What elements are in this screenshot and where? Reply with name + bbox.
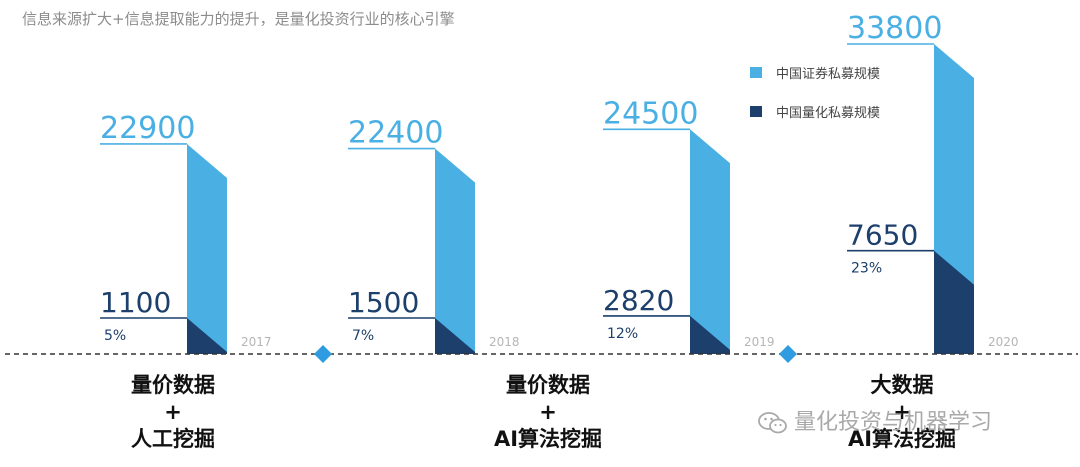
legend-label-securities: 中国证券私募规模 bbox=[776, 66, 880, 82]
timeline-marker-1 bbox=[314, 345, 332, 363]
year-label-2017: 2017 bbox=[241, 335, 272, 349]
stage-label-1: 量价数据 + 人工挖掘 bbox=[73, 372, 273, 453]
stage-2-line-2: + bbox=[539, 400, 557, 424]
stage-3-line-3: AI算法挖掘 bbox=[847, 427, 957, 451]
stage-label-2: 量价数据 + AI算法挖掘 bbox=[448, 372, 648, 453]
bar-securities-2018 bbox=[435, 148, 475, 354]
legend-swatch-securities bbox=[750, 67, 762, 78]
bar-quant-2018 bbox=[435, 318, 475, 354]
page-subtitle: 信息来源扩大+信息提取能力的提升，是量化投资行业的核心引擎 bbox=[22, 10, 455, 28]
stage-1-line-2: + bbox=[164, 400, 182, 424]
value-label-securities-2020: 33800 bbox=[847, 11, 942, 46]
year-label-2018: 2018 bbox=[489, 335, 520, 349]
wechat-icon bbox=[758, 411, 788, 435]
stage-3-line-2: + bbox=[893, 400, 911, 424]
year-label-2020: 2020 bbox=[988, 335, 1019, 349]
value-label-quant-2019: 2820 bbox=[603, 284, 674, 317]
value-label-quant-2017: 1100 bbox=[100, 286, 171, 319]
bar-quant-2017 bbox=[187, 318, 227, 354]
stage-2-line-3: AI算法挖掘 bbox=[493, 427, 603, 451]
bar-quant-2020 bbox=[934, 250, 974, 354]
value-label-securities-2018: 22400 bbox=[348, 116, 443, 151]
stage-1-line-3: 人工挖掘 bbox=[131, 427, 215, 451]
value-label-quant-2018: 1500 bbox=[348, 286, 419, 319]
value-label-securities-2019: 24500 bbox=[603, 96, 698, 131]
share-label-2018: 7% bbox=[352, 328, 374, 344]
stage-3-line-1: 大数据 bbox=[870, 373, 934, 397]
watermark: 量化投资与机器学习 bbox=[758, 404, 992, 436]
value-label-quant-2020: 7650 bbox=[847, 219, 918, 252]
legend-label-quant: 中国量化私募规模 bbox=[776, 106, 880, 121]
value-label-securities-2017: 22900 bbox=[100, 111, 195, 146]
stage-label-3: 大数据 + AI算法挖掘 bbox=[802, 372, 1002, 453]
timeline-marker-2 bbox=[779, 345, 797, 363]
bar-quant-2019 bbox=[690, 315, 730, 354]
share-label-2020: 23% bbox=[851, 261, 882, 277]
watermark-text: 量化投资与机器学习 bbox=[794, 410, 993, 435]
stage-2-line-1: 量价数据 bbox=[506, 373, 590, 397]
share-label-2017: 5% bbox=[104, 328, 126, 344]
bar-securities-2017 bbox=[187, 143, 227, 354]
year-label-2019: 2019 bbox=[744, 335, 775, 349]
share-label-2019: 12% bbox=[607, 326, 638, 342]
legend-swatch-quant bbox=[750, 106, 762, 117]
bar-securities-2019 bbox=[690, 129, 730, 354]
stage-1-line-1: 量价数据 bbox=[131, 373, 215, 397]
